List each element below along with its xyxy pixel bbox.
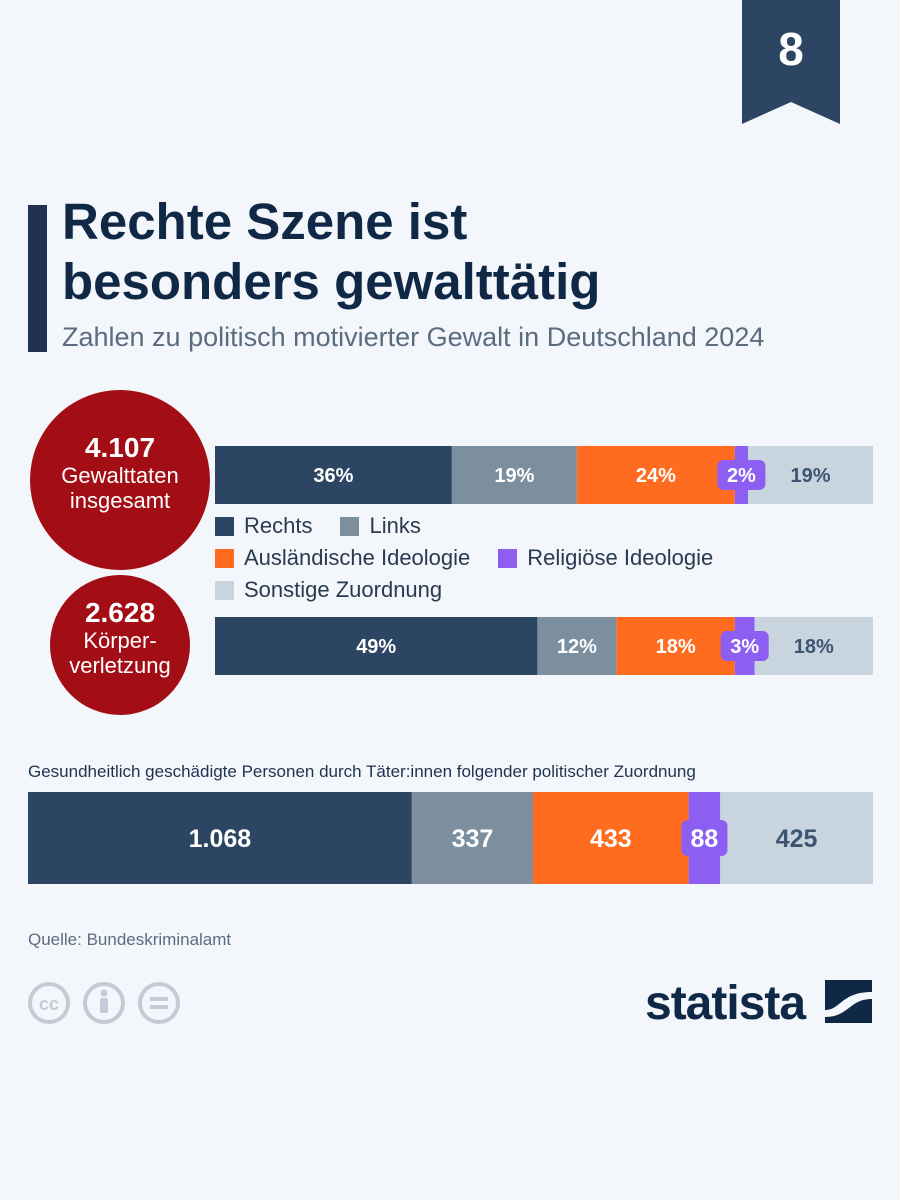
stat-circle-koerperverletzung: 2.628 Körper- verletzung — [50, 575, 190, 715]
bookmark-shape — [742, 0, 840, 124]
bar-label-links: 337 — [452, 825, 494, 853]
legend-item-links: Links — [340, 513, 421, 539]
title-accent-bar — [28, 205, 47, 352]
legend-label: Ausländische Ideologie — [244, 545, 471, 570]
page-number: 8 — [778, 23, 804, 75]
legend-label: Sonstige Zuordnung — [244, 577, 443, 602]
statista-logo-icon — [825, 980, 872, 1023]
bar-label-auslaendische-ideologie: 24% — [636, 465, 676, 487]
legend-label: Religiöse Ideologie — [527, 545, 714, 570]
bar-segment-links — [451, 446, 577, 504]
bar-segment-links — [537, 617, 617, 675]
legend-swatch — [498, 548, 518, 568]
svg-text:cc: cc — [39, 994, 59, 1014]
bar-label-links: 19% — [494, 465, 534, 487]
bar-label-auslaendische-ideologie: 433 — [590, 825, 632, 853]
bar-label-sonstige-zuordnung: 19% — [790, 465, 830, 487]
legend-label: Links — [369, 513, 421, 538]
stat-value: 2.628 — [84, 597, 156, 628]
attribution-icon — [83, 982, 125, 1024]
bar-segment-rechts — [215, 446, 452, 504]
stacked-bar-geschaedigte-personen: 1.068 337 433 425 88 — [28, 792, 873, 884]
bar-segment-auslaendische-ideologie — [616, 617, 735, 675]
stacked-bar-koerperverletzung: 49% 12% 18% 18% 3% — [215, 617, 873, 675]
bar-label-rechts: 49% — [356, 636, 396, 658]
bar-label-religioese-ideologie: 88 — [691, 825, 719, 853]
legend-item-sonstige: Sonstige Zuordnung — [215, 577, 442, 603]
title-line-2: besonders gewalttätig — [62, 253, 601, 310]
legend-swatch — [215, 516, 234, 536]
stat-label: Körper- verletzung — [69, 628, 171, 678]
legend-swatch — [215, 580, 234, 600]
stat-value: 4.107 — [84, 432, 156, 463]
bar-label-badge-religioese-ideologie — [717, 460, 766, 490]
stacked-bar-gewalttaten: 36% 19% 24% 19% 2% — [215, 446, 873, 504]
statista-logo: statista — [645, 977, 872, 1028]
legend-swatch — [340, 516, 360, 536]
bar-label-religioese-ideologie: 3% — [730, 636, 759, 658]
title-line-1: Rechte Szene ist — [62, 193, 468, 250]
stat-circle-gewalttaten: 4.107 Gewalttaten insgesamt — [30, 390, 210, 570]
legend-item-rechts: Rechts — [215, 513, 312, 539]
bar-label-sonstige-zuordnung: 425 — [776, 825, 818, 853]
bar-label-auslaendische-ideologie: 18% — [656, 636, 696, 658]
bar-label-rechts: 1.068 — [189, 825, 252, 853]
bar-label-sonstige-zuordnung: 18% — [794, 636, 834, 658]
bar-label-badge-religioese-ideologie — [720, 631, 769, 661]
bar-segment-sonstige-zuordnung — [754, 617, 873, 675]
bar-segment-rechts — [215, 617, 538, 675]
stat-label: Gewalttaten insgesamt — [61, 463, 179, 513]
source-note: Quelle: Bundeskriminalamt — [28, 930, 232, 949]
license-icons: cc — [28, 982, 180, 1024]
bar-label-links: 12% — [557, 636, 597, 658]
cc-icon: cc — [28, 982, 70, 1024]
bar-segment-rechts — [28, 792, 412, 884]
legend-swatch — [215, 548, 234, 568]
legend-label: Rechts — [244, 513, 313, 538]
no-derivatives-icon — [138, 982, 180, 1024]
chart-caption: Gesundheitlich geschädigte Personen durc… — [28, 762, 696, 781]
legend-item-auslaendisch: Ausländische Ideologie — [215, 545, 470, 571]
page-title: Rechte Szene ist besonders gewalttätig — [62, 192, 882, 312]
logo-wordmark: statista — [645, 977, 806, 1028]
bar-segment-links — [411, 792, 533, 884]
page-subtitle: Zahlen zu politisch motivierter Gewalt i… — [62, 322, 765, 352]
bar-label-religioese-ideologie: 2% — [727, 465, 756, 487]
bar-label-rechts: 36% — [313, 465, 353, 487]
bar-segment-sonstige-zuordnung — [747, 446, 873, 504]
page-number-badge: 8 — [742, 0, 840, 124]
bar-segment-auslaendische-ideologie — [532, 792, 689, 884]
legend-item-religioes: Religiöse Ideologie — [498, 545, 713, 571]
bar-label-badge-religioese-ideologie — [681, 820, 728, 856]
bar-segment-auslaendische-ideologie — [576, 446, 735, 504]
chart-legend: Rechts Links Ausländische Ideologie Reli… — [215, 510, 875, 606]
bar-segment-sonstige-zuordnung — [720, 792, 873, 884]
